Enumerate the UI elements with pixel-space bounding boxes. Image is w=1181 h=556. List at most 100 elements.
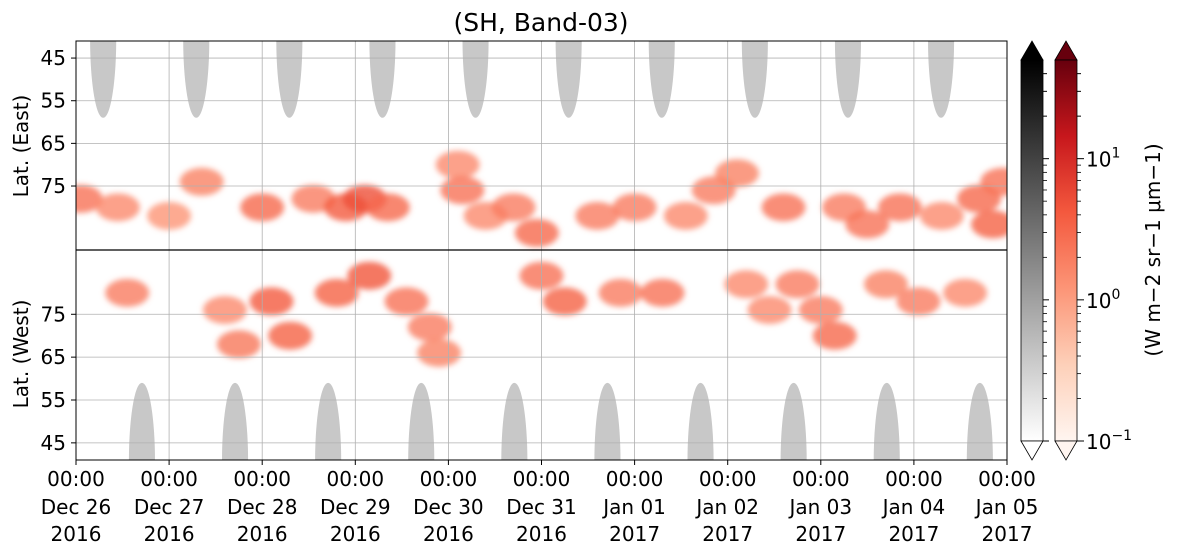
x-tick-label-date: Jan 03 <box>787 495 852 519</box>
x-tick-label-date: Dec 28 <box>227 495 298 519</box>
y-tick-label: 65 <box>41 345 66 369</box>
x-tick-label-time: 00:00 <box>606 467 664 491</box>
y-tick-label: 75 <box>41 302 66 326</box>
x-tick-label: 00:00 Dec 31 2016 <box>506 467 577 546</box>
aurora-intensity-patch <box>179 167 224 196</box>
daylight-region-west <box>966 382 993 460</box>
colorbar-reds <box>1054 40 1078 461</box>
y-tick-label: 75 <box>41 174 66 198</box>
aurora-intensity-patch <box>845 210 890 239</box>
daylight-region-west <box>687 382 714 460</box>
x-tick-label-date: Dec 29 <box>320 495 391 519</box>
daylight-region-west <box>408 382 435 460</box>
aurora-intensity-patch <box>775 270 820 299</box>
daylight-region-east <box>648 41 675 118</box>
x-tick-label-year: 2017 <box>888 522 939 546</box>
aurora-intensity-patch <box>812 321 857 350</box>
aurora-intensity-patch <box>407 313 452 342</box>
x-tick-label-date: Dec 30 <box>413 495 484 519</box>
x-tick-label-time: 00:00 <box>233 467 291 491</box>
aurora-intensity-layer <box>76 150 1007 367</box>
x-tick-label-time: 00:00 <box>47 467 105 491</box>
x-tick-label-year: 2017 <box>609 522 660 546</box>
x-tick-label: 00:00 Dec 30 2016 <box>413 467 484 546</box>
y-tick-label: 45 <box>41 431 66 455</box>
x-tick-label-date: Jan 01 <box>601 495 666 519</box>
daylight-region-east <box>90 41 117 118</box>
aurora-intensity-patch <box>663 201 708 230</box>
x-tick-label-time: 00:00 <box>513 467 571 491</box>
aurora-intensity-patch <box>268 321 313 350</box>
x-tick-label-time: 00:00 <box>792 467 850 491</box>
colorbar-tick-label: 101 <box>1086 146 1120 172</box>
daylight-region-east <box>462 41 489 118</box>
daylight-region-west <box>501 382 528 460</box>
aurora-intensity-patch <box>542 287 587 316</box>
x-tick-label-year: 2017 <box>702 522 753 546</box>
aurora-intensity-patch <box>715 159 760 188</box>
daylight-region-west <box>222 382 249 460</box>
x-tick-label-date: Jan 05 <box>974 495 1039 519</box>
aurora-intensity-patch <box>435 150 480 179</box>
aurora-intensity-patch <box>598 278 643 307</box>
aurora-intensity-patch <box>877 193 922 222</box>
x-tick-label: 00:00 Jan 01 2017 <box>601 467 666 546</box>
daylight-region-east <box>834 41 861 118</box>
x-tick-label: 00:00 Jan 04 2017 <box>881 467 946 546</box>
x-tick-label-year: 2016 <box>51 522 102 546</box>
y-tick-label: 55 <box>41 388 66 412</box>
x-tick-label-time: 00:00 <box>140 467 198 491</box>
x-tick-label-date: Dec 31 <box>506 495 577 519</box>
x-tick-label: 00:00 Jan 05 2017 <box>974 467 1039 546</box>
aurora-intensity-patch <box>347 261 392 290</box>
chart-title: (SH, Band-03) <box>453 8 628 37</box>
aurora-intensity-patch <box>76 184 103 213</box>
aurora-intensity-patch <box>761 193 806 222</box>
colorbar-tick-label: 10−1 <box>1086 428 1132 454</box>
x-tick-label-year: 2016 <box>330 522 381 546</box>
y-axis: 45 55 65 75 75 65 55 45 <box>41 46 76 455</box>
y-tick-label: 65 <box>41 131 66 155</box>
x-tick-label-date: Jan 04 <box>881 495 946 519</box>
x-tick-label-year: 2016 <box>144 522 195 546</box>
aurora-intensity-patch <box>896 287 941 316</box>
aurora-intensity-patch <box>417 338 462 367</box>
colorbar-gray <box>1020 40 1044 461</box>
daylight-region-east <box>183 41 210 118</box>
y-axis-label-west: Lat. (West) <box>9 300 33 409</box>
colorbar-ticks: 101 100 10−1 <box>1043 73 1132 454</box>
aurora-intensity-patch <box>971 210 1007 239</box>
x-tick-label: 00:00 Jan 02 2017 <box>694 467 759 546</box>
aurora-intensity-patch <box>943 278 988 307</box>
aurora-intensity-patch <box>724 270 769 299</box>
daylight-region-east <box>928 41 955 118</box>
y-tick-label: 55 <box>41 89 66 113</box>
daylight-region-east <box>369 41 396 118</box>
aurora-intensity-patch <box>491 193 536 222</box>
daylight-region-west <box>315 382 342 460</box>
aurora-intensity-patch <box>514 218 559 247</box>
x-tick-label: 00:00 Dec 29 2016 <box>320 467 391 546</box>
aurora-intensity-patch <box>640 278 685 307</box>
x-tick-label: 00:00 Dec 27 2016 <box>134 467 205 546</box>
aurora-intensity-patch <box>575 201 620 230</box>
x-tick-label-date: Dec 26 <box>41 495 112 519</box>
daylight-region-east <box>555 41 582 118</box>
aurora-intensity-patch <box>384 287 429 316</box>
y-axis-label-east: Lat. (East) <box>9 95 33 198</box>
colorbar-label: (W m−2 sr−1 μm−1) <box>1141 143 1165 356</box>
daylight-region-west <box>594 382 621 460</box>
aurora-intensity-patch <box>365 193 410 222</box>
x-tick-label-year: 2016 <box>423 522 474 546</box>
daylight-gray-layer <box>90 41 993 460</box>
daylight-region-west <box>128 382 155 460</box>
x-tick-label-year: 2016 <box>516 522 567 546</box>
x-tick-label-year: 2017 <box>795 522 846 546</box>
aurora-intensity-patch <box>314 278 359 307</box>
aurora-intensity-patch <box>202 296 247 324</box>
x-tick-label: 00:00 Jan 03 2017 <box>787 467 852 546</box>
daylight-region-east <box>741 41 768 118</box>
aurora-intensity-patch <box>440 176 485 205</box>
x-axis: 00:00 Dec 26 2016 00:00 Dec 27 2016 00:00 Dec 2… <box>41 460 1039 546</box>
